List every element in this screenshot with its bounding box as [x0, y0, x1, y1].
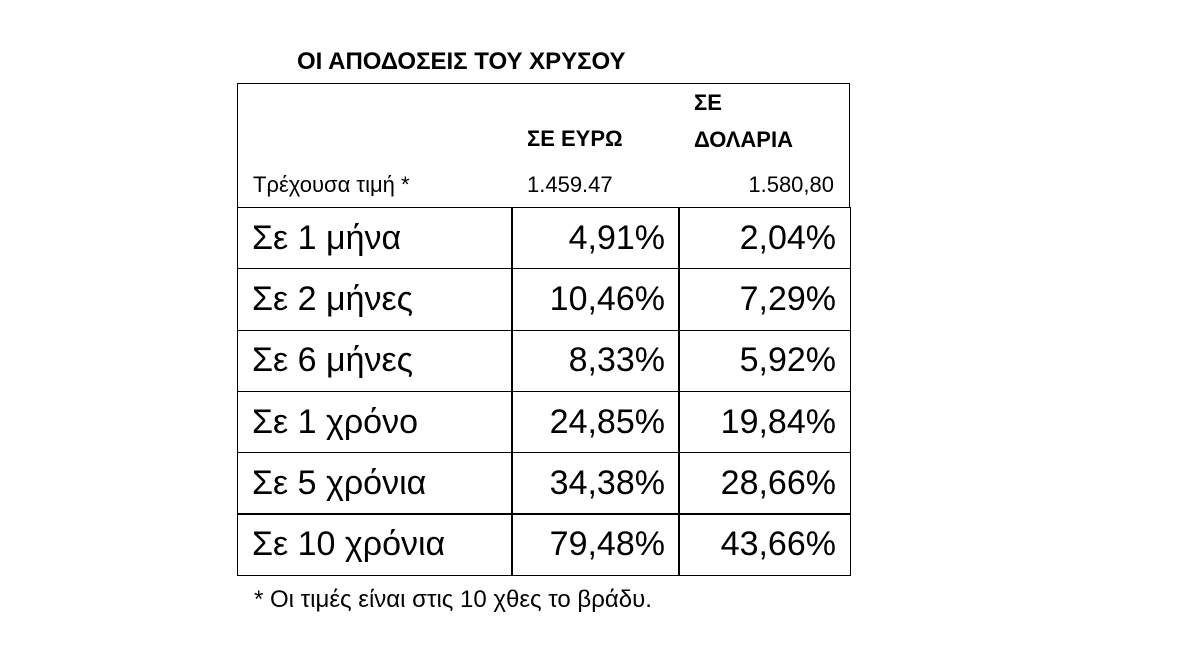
column-header: ΣΕ ΔΟΛΑΡΙΑ — [694, 90, 793, 152]
current-price: 1.580,80 — [748, 172, 834, 197]
row-label: Σε 10 χρόνια — [237, 513, 513, 576]
row-label: Σε 1 χρόνο — [237, 390, 513, 454]
value-cell: 43,66% — [678, 513, 851, 576]
value-cell: 34,38% — [511, 452, 680, 515]
value-cell: 19,84% — [678, 390, 851, 454]
value-cell: 2,04% — [678, 207, 851, 270]
value-cell: 10,46% — [511, 268, 680, 331]
table-header: ΣΕ ΕΥΡΩ ΣΕ ΔΟΛΑΡΙΑ Τρέχουσα τιμή * 1.459… — [237, 83, 850, 207]
value-cell: 24,85% — [511, 390, 680, 454]
value-cell: 28,66% — [678, 452, 851, 515]
row-label: Σε 6 μήνες — [237, 329, 513, 392]
row-label: Σε 2 μήνες — [237, 268, 513, 331]
title: ΟΙ ΑΠΟΔΟΣΕΙΣ ΤΟΥ ΧΡΥΣΟΥ — [297, 48, 626, 75]
footnote: * Οι τιμές είναι στις 10 χθες το βράδυ. — [254, 586, 652, 613]
value-cell: 7,29% — [678, 268, 851, 331]
value-cell: 8,33% — [511, 329, 680, 392]
row-label: Σε 1 μήνα — [237, 207, 513, 270]
value-cell: 4,91% — [511, 207, 680, 270]
column-header: ΣΕ ΕΥΡΩ — [527, 126, 623, 151]
value-cell: 5,92% — [678, 329, 851, 392]
current-price-label: Τρέχουσα τιμή * — [253, 172, 410, 197]
row-label: Σε 5 χρόνια — [237, 452, 513, 515]
current-price: 1.459.47 — [527, 172, 613, 197]
value-cell: 79,48% — [511, 513, 680, 576]
